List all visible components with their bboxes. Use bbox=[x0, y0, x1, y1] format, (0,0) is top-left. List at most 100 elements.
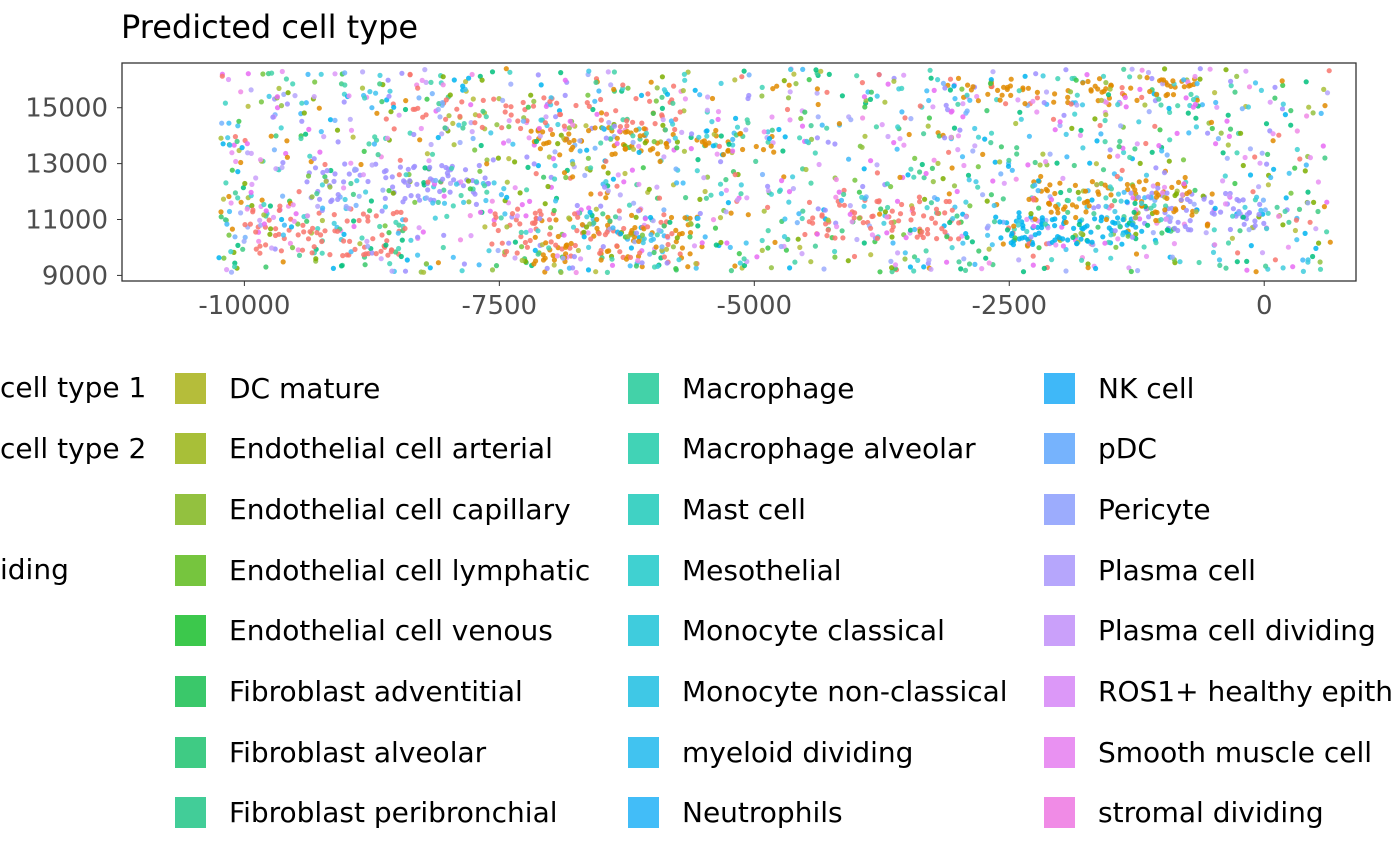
data-point bbox=[984, 108, 990, 114]
data-point bbox=[468, 102, 474, 108]
legend-color-key bbox=[1044, 493, 1075, 525]
data-point bbox=[1057, 180, 1063, 186]
data-point bbox=[718, 191, 725, 197]
data-point bbox=[832, 248, 838, 255]
data-point bbox=[765, 204, 771, 210]
data-point bbox=[1324, 199, 1330, 205]
data-point bbox=[350, 134, 356, 140]
data-point bbox=[586, 68, 592, 74]
data-point bbox=[1305, 189, 1311, 195]
data-point bbox=[814, 86, 821, 92]
data-point bbox=[982, 136, 988, 142]
data-point bbox=[1220, 178, 1226, 184]
data-point bbox=[1240, 162, 1246, 169]
data-point bbox=[1143, 178, 1149, 184]
data-point bbox=[680, 88, 686, 94]
legend: cell type 1 cell type 2 iding DC mature E… bbox=[0, 358, 1400, 865]
data-point bbox=[300, 222, 306, 228]
data-point bbox=[657, 158, 663, 165]
data-point bbox=[680, 180, 686, 186]
data-point bbox=[939, 226, 945, 232]
data-point bbox=[965, 82, 971, 88]
data-point bbox=[628, 245, 635, 251]
data-point bbox=[701, 138, 708, 144]
data-point bbox=[629, 212, 635, 218]
data-point bbox=[311, 244, 317, 250]
data-point bbox=[636, 149, 642, 155]
data-point bbox=[1085, 238, 1091, 244]
data-point bbox=[1115, 215, 1121, 221]
data-point bbox=[989, 242, 995, 248]
data-point bbox=[591, 220, 597, 226]
data-point bbox=[309, 194, 315, 200]
data-point bbox=[1230, 213, 1236, 219]
data-point bbox=[877, 211, 883, 217]
data-point bbox=[639, 120, 645, 126]
data-point bbox=[607, 218, 613, 224]
data-point bbox=[975, 164, 981, 170]
data-point bbox=[390, 211, 396, 217]
data-point bbox=[422, 165, 428, 171]
data-point bbox=[674, 180, 680, 186]
data-point bbox=[1112, 220, 1118, 226]
data-point bbox=[1100, 167, 1107, 173]
data-point bbox=[501, 186, 507, 192]
data-point bbox=[578, 256, 584, 262]
data-point bbox=[726, 141, 732, 147]
data-point bbox=[412, 106, 418, 112]
data-point bbox=[617, 249, 623, 255]
data-point bbox=[652, 121, 658, 127]
data-point bbox=[508, 81, 514, 87]
data-point bbox=[260, 71, 266, 77]
data-point bbox=[1292, 227, 1298, 234]
data-point bbox=[583, 123, 589, 129]
data-point bbox=[226, 193, 232, 200]
data-point bbox=[924, 88, 930, 94]
data-point bbox=[1037, 162, 1043, 168]
data-point bbox=[1234, 196, 1240, 203]
data-point bbox=[586, 244, 592, 250]
data-point bbox=[661, 254, 668, 260]
data-point bbox=[1031, 223, 1037, 229]
data-point bbox=[402, 106, 409, 113]
data-point bbox=[800, 208, 806, 214]
data-point bbox=[1207, 66, 1213, 72]
data-point bbox=[1083, 209, 1089, 215]
data-point bbox=[500, 97, 506, 103]
data-point bbox=[585, 267, 592, 273]
data-point bbox=[1043, 186, 1049, 192]
data-point bbox=[313, 256, 319, 262]
data-point bbox=[632, 225, 638, 231]
data-point bbox=[1097, 122, 1103, 129]
data-point bbox=[979, 266, 985, 272]
data-point bbox=[1259, 150, 1265, 156]
data-point bbox=[1167, 109, 1173, 115]
data-point bbox=[232, 234, 238, 240]
data-point bbox=[622, 129, 629, 135]
data-point bbox=[1132, 187, 1138, 193]
legend-label: pDC bbox=[1098, 432, 1157, 466]
data-point bbox=[1117, 224, 1123, 230]
data-point bbox=[586, 205, 592, 211]
data-point bbox=[498, 192, 504, 198]
data-point bbox=[424, 195, 430, 201]
data-point bbox=[1107, 86, 1113, 92]
data-point bbox=[605, 170, 611, 176]
data-point bbox=[965, 172, 972, 178]
data-point bbox=[1115, 102, 1121, 108]
data-point bbox=[682, 96, 689, 102]
data-point bbox=[653, 244, 659, 250]
data-point bbox=[1052, 223, 1058, 229]
data-point bbox=[730, 148, 736, 154]
data-point bbox=[1179, 192, 1185, 198]
data-point bbox=[1263, 121, 1270, 127]
data-point bbox=[1065, 94, 1071, 100]
data-point bbox=[388, 109, 394, 115]
data-point bbox=[527, 237, 533, 244]
data-point bbox=[1248, 243, 1254, 249]
data-point bbox=[507, 69, 513, 75]
data-point bbox=[876, 198, 882, 204]
data-point bbox=[541, 174, 547, 180]
data-point bbox=[305, 71, 311, 77]
data-point bbox=[482, 175, 488, 181]
